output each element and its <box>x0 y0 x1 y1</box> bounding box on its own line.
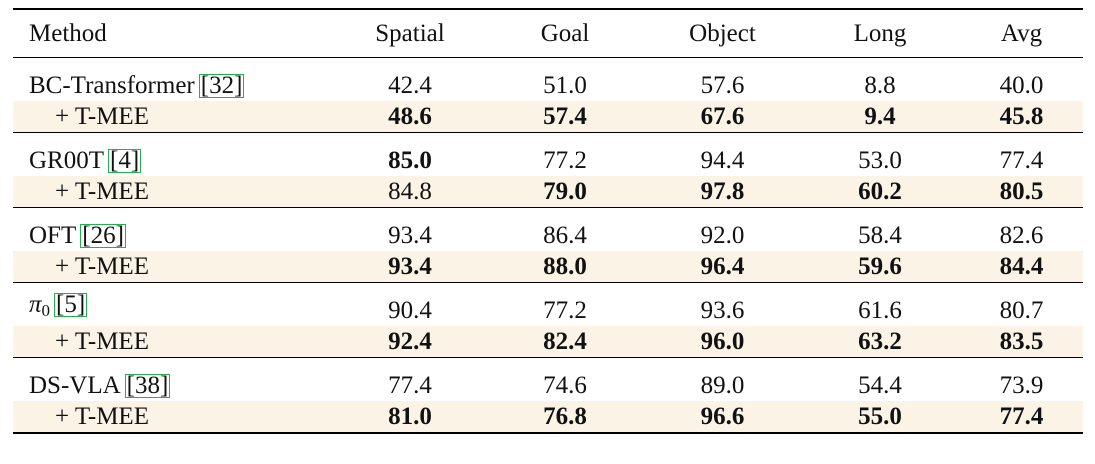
header-avg: Avg <box>1000 20 1043 47</box>
value-cell-avg: 82.6 <box>999 222 1044 249</box>
method-name: OFT <box>29 222 77 249</box>
citation-link[interactable]: [26] <box>80 222 126 249</box>
citation-link[interactable]: [4] <box>108 147 142 174</box>
value-cell-avg: 40.0 <box>999 72 1044 99</box>
value-cell-goal: 51.0 <box>543 72 587 99</box>
citation-number: 4 <box>118 147 131 174</box>
value-cell-goal: 76.8 <box>543 403 587 430</box>
value-cell-avg: 77.4 <box>999 147 1044 174</box>
citation-number: 5 <box>64 291 77 318</box>
value-cell-spatial: 81.0 <box>388 403 432 430</box>
value-cell-avg: 77.4 <box>999 403 1044 430</box>
method-name-tmee: + T-MEE <box>55 253 149 280</box>
table-row-tmee: + T-MEE 48.6 57.4 67.6 9.4 45.8 <box>13 101 1083 133</box>
method-name: DS-VLA <box>29 372 121 399</box>
value-cell-spatial: 77.4 <box>388 372 432 399</box>
table-row-tmee: + T-MEE 81.0 76.8 96.6 55.0 77.4 <box>13 401 1083 433</box>
table-row-tmee: + T-MEE 84.8 79.0 97.8 60.2 80.5 <box>13 176 1083 208</box>
table-row: GR00T [4] 85.0 77.2 94.4 53.0 77.4 <box>13 132 1083 177</box>
header-long: Long <box>853 20 907 47</box>
table-row-tmee: + T-MEE 92.4 82.4 96.0 63.2 83.5 <box>13 326 1083 358</box>
method-name: π <box>29 291 42 318</box>
value-cell-spatial: 90.4 <box>388 297 432 324</box>
value-cell-object: 96.6 <box>700 403 745 430</box>
table-row: DS-VLA [38] 77.4 74.6 89.0 54.4 73.9 <box>13 357 1083 402</box>
value-cell-long: 63.2 <box>858 328 902 355</box>
method-cell: GR00T [4] <box>13 133 335 177</box>
value-cell-long: 60.2 <box>858 178 902 205</box>
method-cell: BC-Transformer [32] <box>13 58 335 102</box>
results-table: Method Spatial Goal Object Long Avg BC-T… <box>13 8 1083 434</box>
value-cell-avg: 45.8 <box>999 103 1044 130</box>
value-cell-goal: 88.0 <box>543 253 587 280</box>
value-cell-object: 93.6 <box>700 297 745 324</box>
method-name: GR00T <box>29 147 104 174</box>
table-row: BC-Transformer [32] 42.4 51.0 57.6 8.8 40.0 <box>13 57 1083 102</box>
value-cell-avg: 84.4 <box>999 253 1044 280</box>
value-cell-long: 58.4 <box>858 222 902 249</box>
value-cell-object: 96.4 <box>700 253 745 280</box>
method-name-tmee: + T-MEE <box>55 103 149 130</box>
header-goal: Goal <box>540 20 590 47</box>
value-cell-long: 9.4 <box>864 103 896 130</box>
method-cell: DS-VLA [38] <box>13 358 335 402</box>
citation-number: 26 <box>90 222 116 249</box>
header-row: Method Spatial Goal Object Long Avg <box>13 9 1083 58</box>
header-object: Object <box>689 20 756 47</box>
value-cell-goal: 82.4 <box>543 328 587 355</box>
method-name: BC-Transformer <box>29 72 195 99</box>
value-cell-object: 94.4 <box>700 147 745 174</box>
value-cell-object: 89.0 <box>700 372 745 399</box>
value-cell-long: 54.4 <box>858 372 902 399</box>
value-cell-goal: 79.0 <box>543 178 587 205</box>
value-cell-object: 67.6 <box>700 103 745 130</box>
value-cell-spatial: 48.6 <box>388 103 432 130</box>
method-name-tmee: + T-MEE <box>55 328 149 355</box>
table-row: π0 [5] 90.4 77.2 93.6 61.6 80.7 <box>13 282 1083 327</box>
value-cell-spatial: 93.4 <box>388 222 432 249</box>
value-cell-long: 8.8 <box>864 72 896 99</box>
value-cell-goal: 86.4 <box>543 222 587 249</box>
citation-link[interactable]: [38] <box>124 372 171 399</box>
value-cell-goal: 74.6 <box>543 372 587 399</box>
value-cell-spatial: 84.8 <box>388 178 432 205</box>
value-cell-goal: 77.2 <box>543 297 587 324</box>
value-cell-long: 59.6 <box>858 253 902 280</box>
value-cell-object: 57.6 <box>700 72 745 99</box>
method-name-subscript: 0 <box>41 301 51 320</box>
value-cell-avg: 83.5 <box>999 328 1044 355</box>
value-cell-spatial: 42.4 <box>388 72 432 99</box>
value-cell-spatial: 85.0 <box>388 147 432 174</box>
method-name-tmee: + T-MEE <box>55 178 149 205</box>
method-name-tmee: + T-MEE <box>55 403 149 430</box>
table-row-tmee: + T-MEE 93.4 88.0 96.4 59.6 84.4 <box>13 251 1083 283</box>
value-cell-avg: 80.7 <box>999 297 1044 324</box>
results-table-container: Method Spatial Goal Object Long Avg BC-T… <box>13 8 1083 434</box>
citation-number: 38 <box>135 372 160 399</box>
value-cell-long: 61.6 <box>858 297 902 324</box>
value-cell-goal: 77.2 <box>543 147 587 174</box>
value-cell-goal: 57.4 <box>543 103 587 130</box>
citation-link[interactable]: [5] <box>54 291 88 318</box>
value-cell-avg: 80.5 <box>999 178 1044 205</box>
citation-number: 32 <box>209 72 235 99</box>
value-cell-long: 53.0 <box>858 147 902 174</box>
value-cell-object: 96.0 <box>700 328 745 355</box>
value-cell-spatial: 93.4 <box>388 253 432 280</box>
table-body: BC-Transformer [32] 42.4 51.0 57.6 8.8 40.0 + T… <box>13 57 1083 433</box>
header-spatial: Spatial <box>375 20 445 47</box>
value-cell-long: 55.0 <box>858 403 902 430</box>
citation-link[interactable]: [32] <box>198 72 245 99</box>
method-cell: π0 [5] <box>13 283 335 327</box>
value-cell-object: 92.0 <box>700 222 745 249</box>
table-row: OFT [26] 93.4 86.4 92.0 58.4 82.6 <box>13 207 1083 252</box>
value-cell-avg: 73.9 <box>999 372 1044 399</box>
value-cell-spatial: 92.4 <box>388 328 432 355</box>
value-cell-object: 97.8 <box>700 178 745 205</box>
method-cell: OFT [26] <box>13 208 335 252</box>
header-method: Method <box>29 20 107 47</box>
